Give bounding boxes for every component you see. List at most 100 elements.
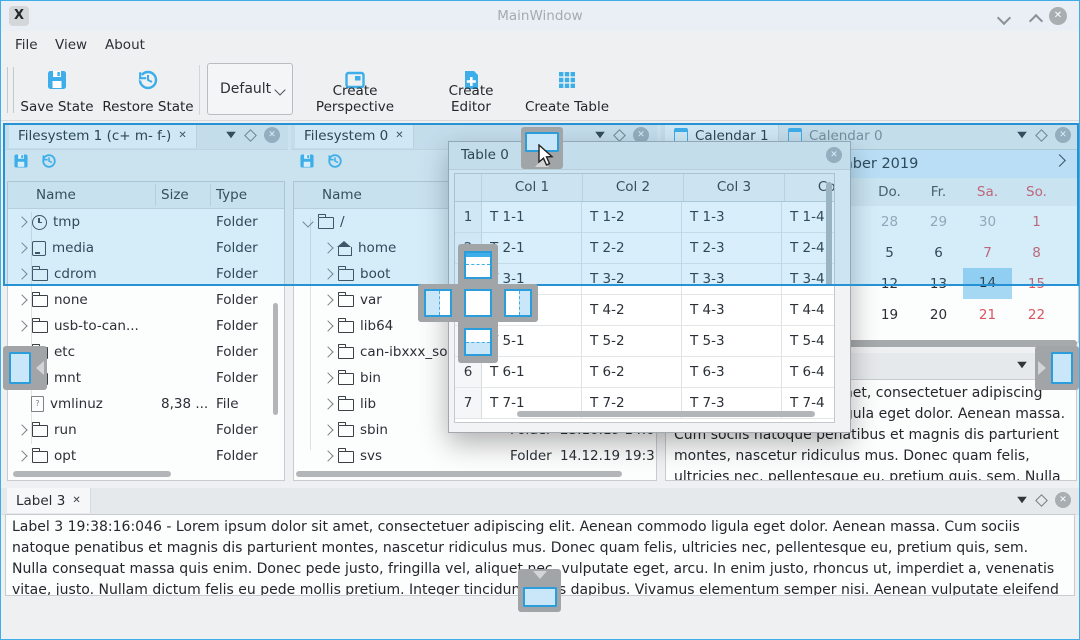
column-header[interactable]: Col 2 (583, 174, 684, 201)
tab-close-icon[interactable]: ✕ (178, 130, 187, 141)
tree-row[interactable]: mnt Folder (8, 365, 284, 391)
row-header[interactable]: 1 (455, 202, 482, 233)
tree-row[interactable]: usb-to-can... Folder (8, 313, 284, 339)
day-cell[interactable]: 21 (978, 306, 997, 323)
tree-row[interactable]: run Folder (8, 417, 284, 443)
cell[interactable]: T 1-3 (682, 202, 782, 233)
app-titlebar[interactable]: X MainWindow ✕ (1, 1, 1079, 31)
dock-area-top-indicator[interactable] (458, 244, 498, 284)
float-icon[interactable] (244, 128, 257, 142)
dock-left-indicator[interactable] (3, 346, 47, 390)
tree-row[interactable]: opt Folder (8, 443, 284, 469)
cell[interactable]: T 5-3 (682, 326, 782, 357)
dock-area-middle-indicators[interactable] (418, 284, 538, 322)
close-icon[interactable]: ✕ (1049, 7, 1067, 25)
dock-area-bottom-indicator[interactable] (458, 322, 498, 363)
day-cell[interactable]: 1 (1032, 213, 1041, 230)
maximize-icon[interactable] (1028, 8, 1044, 24)
day-cell[interactable]: 13 (929, 275, 948, 292)
save-icon[interactable] (13, 153, 29, 169)
column-name[interactable]: Name (36, 187, 76, 203)
tab-filesystem-1[interactable]: Filesystem 1 (c+ m- f-) ✕ (9, 123, 197, 148)
day-cell[interactable]: 8 (1032, 244, 1041, 261)
tree-row[interactable]: lib64 (294, 313, 656, 339)
float-icon[interactable] (1035, 493, 1048, 507)
cell[interactable]: T 1-4 (782, 202, 834, 233)
dock-right-indicator[interactable] (1035, 346, 1079, 390)
restore-icon[interactable] (327, 153, 343, 169)
close-icon[interactable]: ✕ (1055, 127, 1071, 143)
cell[interactable]: T 2-2 (582, 233, 682, 264)
cell[interactable]: T 3-3 (682, 264, 782, 295)
cell[interactable]: T 6-3 (682, 357, 782, 388)
fs0-hscrollbar[interactable] (296, 471, 622, 477)
tree-row[interactable]: none Folder (8, 287, 284, 313)
cell[interactable]: T 7-2 (582, 388, 682, 419)
close-icon[interactable]: ✕ (1055, 492, 1071, 508)
tree-row[interactable]: etc Folder (8, 339, 284, 365)
horizontal-splitter[interactable] (669, 340, 1077, 347)
corner-cell[interactable] (455, 174, 482, 201)
tab-close-icon[interactable]: ✕ (395, 130, 404, 141)
table-hscrollbar[interactable] (517, 411, 815, 417)
column-header[interactable]: Col 3 (684, 174, 785, 201)
tab-label-3[interactable]: Label 3 ✕ (7, 488, 91, 513)
fs1-header-row[interactable]: Name Size Type (8, 182, 284, 209)
menu-icon[interactable] (1017, 496, 1027, 504)
cell[interactable]: T 4-4 (782, 295, 834, 326)
cell[interactable]: T 6-4 (782, 357, 834, 388)
cell[interactable]: T 2-1 (482, 233, 582, 264)
tree-row[interactable]: var (294, 287, 656, 313)
tree-row[interactable]: bin (294, 365, 656, 391)
dock-bottom-indicator[interactable] (518, 569, 561, 612)
tree-row[interactable]: home (294, 235, 656, 261)
day-cell[interactable]: 29 (929, 213, 948, 230)
tree-row[interactable]: can-ibxxx_sock. (294, 339, 656, 365)
menu-file[interactable]: File (15, 37, 38, 53)
menu-icon[interactable] (595, 131, 605, 139)
close-icon[interactable]: ✕ (826, 147, 842, 163)
day-cell[interactable]: 12 (880, 275, 899, 292)
cell[interactable]: T 3-4 (782, 264, 834, 295)
day-cell[interactable]: 22 (1027, 306, 1046, 323)
day-cell[interactable]: 15 (1027, 275, 1046, 292)
fs1-vscrollbar[interactable] (273, 303, 278, 415)
tree-row[interactable]: media Folder (8, 235, 284, 261)
table-vscrollbar[interactable] (826, 182, 832, 286)
restore-state-button[interactable]: Restore State (101, 63, 195, 117)
column-size[interactable]: Size (161, 187, 189, 203)
menu-icon[interactable] (226, 131, 236, 139)
tab-filesystem-0[interactable]: Filesystem 0 ✕ (295, 123, 414, 148)
cell[interactable]: T 1-1 (482, 202, 582, 233)
close-icon[interactable]: ✕ (633, 127, 649, 143)
create-perspective-button[interactable]: Create Perspective (297, 63, 413, 117)
float-titlebar[interactable]: Table 0 ✕ (449, 142, 850, 170)
row-header[interactable]: 7 (455, 388, 482, 419)
menu-icon[interactable] (1017, 131, 1027, 139)
tree-row[interactable]: boot (294, 261, 656, 287)
cell[interactable]: T 7-1 (482, 388, 582, 419)
tree-row[interactable]: cdrom Folder (8, 261, 284, 287)
tree-row[interactable]: ? vmlinuz 8,38 ... File (8, 391, 284, 417)
day-cell[interactable]: 7 (983, 244, 992, 261)
menu-icon[interactable] (1017, 361, 1027, 369)
tree-row[interactable]: lib (294, 391, 656, 417)
column-type[interactable]: Type (216, 187, 248, 203)
cell[interactable]: T 3-2 (582, 264, 682, 295)
cell[interactable]: T 2-4 (782, 233, 834, 264)
save-icon[interactable] (299, 153, 315, 169)
day-cell[interactable]: 28 (880, 213, 899, 230)
column-header[interactable]: Col 1 (482, 174, 583, 201)
menu-about[interactable]: About (105, 37, 145, 53)
create-table-button[interactable]: Create Table (523, 63, 611, 117)
day-cell[interactable]: 20 (929, 306, 948, 323)
selected-day-cell[interactable]: 14 (963, 268, 1012, 299)
column-name[interactable]: Name (322, 187, 362, 203)
tab-close-icon[interactable]: ✕ (72, 495, 81, 506)
cell[interactable]: T 5-4 (782, 326, 834, 357)
fs1-hscrollbar[interactable] (13, 471, 171, 477)
cell[interactable]: T 1-2 (582, 202, 682, 233)
day-cell[interactable]: 30 (978, 213, 997, 230)
tree-row[interactable]: tmp Folder (8, 209, 284, 235)
close-icon[interactable]: ✕ (264, 127, 280, 143)
